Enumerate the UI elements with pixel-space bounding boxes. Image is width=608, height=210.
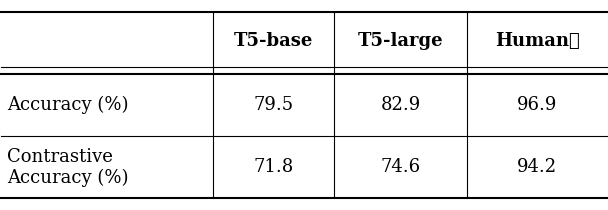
Text: T5-base: T5-base: [234, 32, 314, 50]
Text: 94.2: 94.2: [517, 158, 557, 176]
Text: 96.9: 96.9: [517, 96, 557, 114]
Text: 82.9: 82.9: [381, 96, 421, 114]
Text: T5-large: T5-large: [358, 32, 444, 50]
Text: Human★: Human★: [495, 32, 579, 50]
Text: 79.5: 79.5: [254, 96, 294, 114]
Text: Accuracy (%): Accuracy (%): [7, 96, 129, 114]
Text: Contrastive
Accuracy (%): Contrastive Accuracy (%): [7, 148, 129, 187]
Text: 74.6: 74.6: [381, 158, 421, 176]
Text: 71.8: 71.8: [254, 158, 294, 176]
